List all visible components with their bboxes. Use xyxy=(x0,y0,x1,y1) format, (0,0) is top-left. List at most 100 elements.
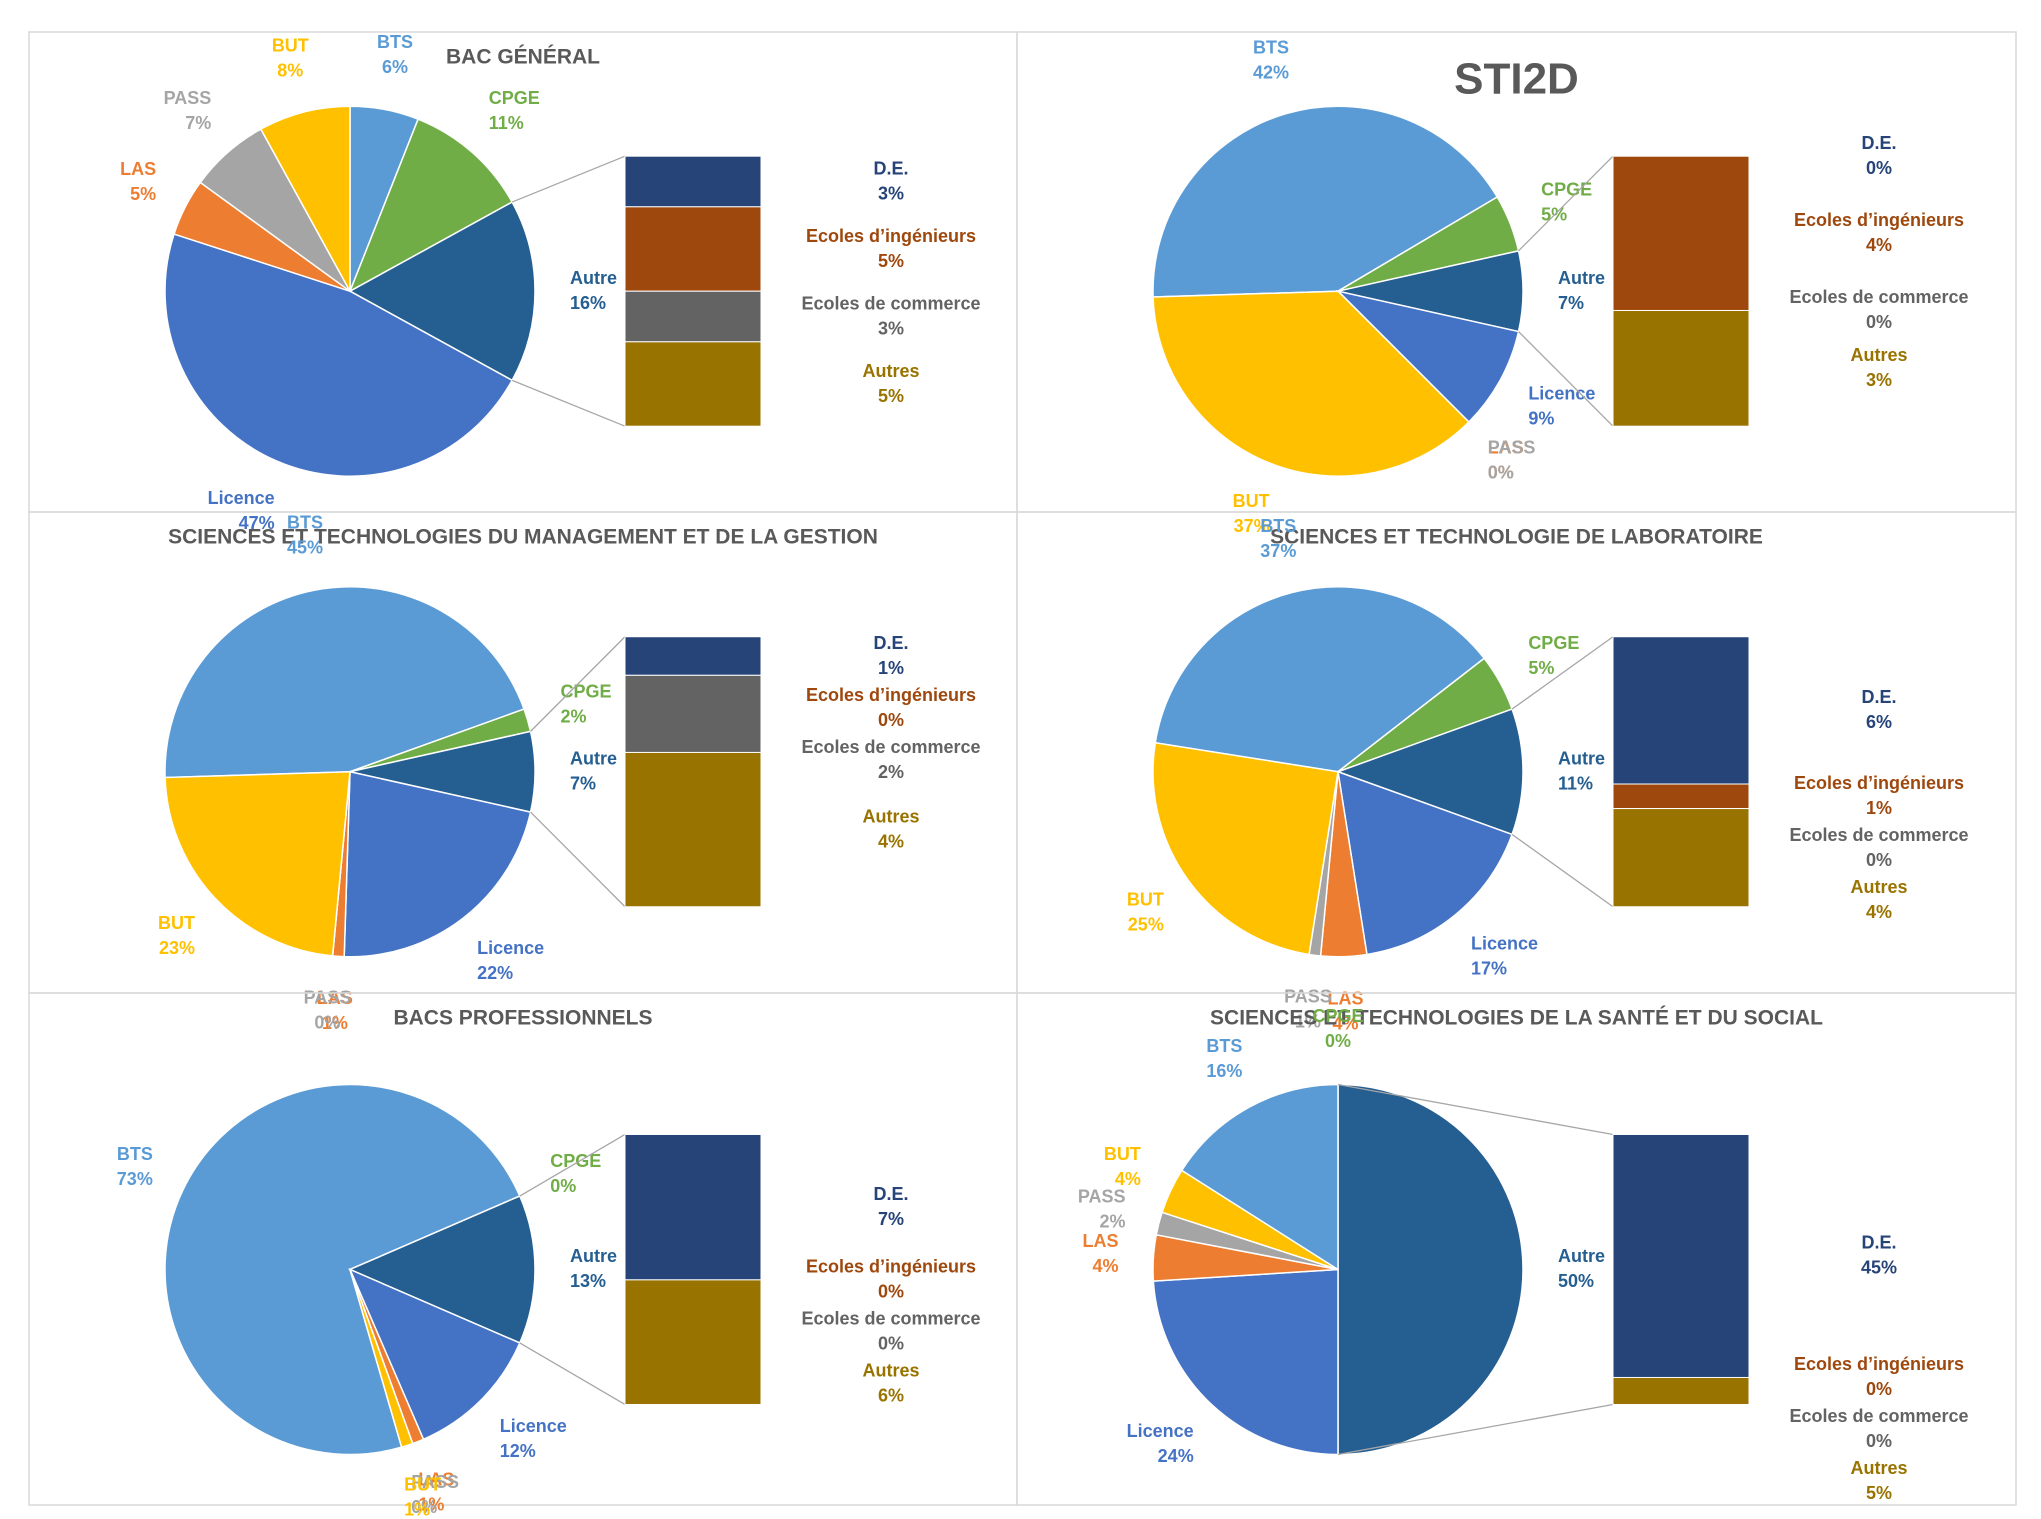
pie-slice xyxy=(1152,741,1339,956)
bar-segment xyxy=(624,1279,762,1405)
slice-label: CPGE xyxy=(1528,633,1579,653)
bar-label: Ecoles d’ingénieurs xyxy=(806,1257,976,1277)
slice-value-label: 6% xyxy=(382,57,408,77)
slice-value-label: 4% xyxy=(1333,1013,1359,1033)
slice-label: BTS xyxy=(377,32,413,52)
slice-value-label: 0% xyxy=(1325,1031,1351,1051)
bar-label: Ecoles d’ingénieurs xyxy=(1794,210,1964,230)
bar-label: Ecoles de commerce xyxy=(801,737,980,757)
bar-label: Ecoles de commerce xyxy=(801,1309,980,1329)
slice-value-label: 24% xyxy=(1158,1446,1194,1466)
connector-line xyxy=(1518,331,1614,427)
bar-label: Autres xyxy=(862,806,919,826)
pie-slice xyxy=(164,586,526,779)
pie-slice xyxy=(1152,290,1470,477)
bar-value-label: 0% xyxy=(1866,312,1892,332)
slice-label: BUT xyxy=(272,35,309,55)
bar-value-label: 0% xyxy=(1866,1379,1892,1399)
slice-value-label: 8% xyxy=(277,60,303,80)
slice-label: BUT xyxy=(1127,890,1164,910)
chart-panel: SCIENCES ET TECHNOLOGIES DU MANAGEMENT E… xyxy=(28,511,1018,1033)
slice-value-label: 5% xyxy=(1528,658,1554,678)
bar-label: Ecoles de commerce xyxy=(1789,1406,1968,1426)
slice-label: Autre xyxy=(570,268,617,288)
slice-label: Autre xyxy=(570,1246,617,1266)
slice-value-label: 7% xyxy=(185,113,211,133)
chart-panel: BACS PROFESSIONNELS BTS 73% CPGE 0% Autre 13% L… xyxy=(28,992,1018,1519)
slice-label: Licence xyxy=(477,938,544,958)
bar-label: Autres xyxy=(862,361,919,381)
bar-label: Autres xyxy=(862,1361,919,1381)
slice-label: Autre xyxy=(1558,748,1605,768)
bar-segment xyxy=(1612,636,1750,785)
connector-line xyxy=(511,379,626,427)
slice-label: BTS xyxy=(1206,1036,1242,1056)
bar-segment xyxy=(1612,783,1750,810)
bar-value-label: 5% xyxy=(878,251,904,271)
bar-segment xyxy=(624,751,762,908)
slice-label: BTS xyxy=(1253,37,1289,57)
slice-label: PASS xyxy=(1488,438,1536,458)
connector-line xyxy=(1337,1403,1614,1456)
bar-value-label: 2% xyxy=(878,762,904,782)
slice-value-label: 7% xyxy=(1558,293,1584,313)
bar-label: D.E. xyxy=(1861,133,1896,153)
slice-value-label: 37% xyxy=(1234,516,1270,536)
bar-value-label: 5% xyxy=(1866,1483,1892,1503)
pie-slice xyxy=(164,1083,521,1456)
bar-segment xyxy=(624,674,762,753)
slice-value-label: 0% xyxy=(411,1497,437,1517)
chart-title: STI2D xyxy=(1454,55,1579,104)
connector-line xyxy=(1337,1083,1614,1136)
bar-value-label: 6% xyxy=(878,1386,904,1406)
bar-label: D.E. xyxy=(873,633,908,653)
slice-value-label: 22% xyxy=(477,963,513,983)
bar-segment xyxy=(1612,808,1750,908)
bar-value-label: 0% xyxy=(878,1282,904,1302)
chart-panel: BAC GÉNÉRAL BTS 6% CPGE 11% Autre 16% Licence 47… xyxy=(28,31,1018,533)
slice-label: BUT xyxy=(158,913,195,933)
chart-title: SCIENCES ET TECHNOLOGIES DE LA SANTÉ ET … xyxy=(1210,1007,1823,1030)
bar-label: Autres xyxy=(1850,877,1907,897)
bar-segment xyxy=(1612,309,1750,427)
bar-label: Autres xyxy=(1850,1458,1907,1478)
slice-label: BTS xyxy=(287,513,323,533)
chart-title: SCIENCES ET TECHNOLOGIE DE LABORATOIRE xyxy=(1270,526,1763,549)
pie-slice xyxy=(1335,708,1524,836)
bar-segment xyxy=(624,341,762,427)
slice-value-label: 11% xyxy=(1558,773,1593,793)
bar-value-label: 6% xyxy=(1866,712,1892,732)
pie-slice xyxy=(1152,105,1499,298)
bar-segment xyxy=(1612,1376,1750,1405)
slice-value-label: 13% xyxy=(570,1271,606,1291)
slice-value-label: 5% xyxy=(130,184,156,204)
bar-segment xyxy=(624,1133,762,1281)
pie-slice xyxy=(1337,1083,1524,1456)
slice-value-label: 16% xyxy=(1206,1061,1242,1081)
bar-label: Ecoles d’ingénieurs xyxy=(1794,773,1964,793)
slice-value-label: 16% xyxy=(570,293,606,313)
slice-label: BUT xyxy=(404,1474,441,1494)
bar-value-label: 0% xyxy=(1866,1431,1892,1451)
slice-label: Licence xyxy=(1127,1421,1194,1441)
slice-value-label: 47% xyxy=(239,513,275,533)
bar-label: Ecoles de commerce xyxy=(1789,287,1968,307)
bar-label: D.E. xyxy=(873,1184,908,1204)
bar-value-label: 45% xyxy=(1861,1258,1897,1278)
slice-value-label: 9% xyxy=(1528,409,1554,429)
slice-value-label: 0% xyxy=(1488,463,1514,483)
connector-line xyxy=(1518,155,1614,252)
bar-value-label: 5% xyxy=(878,386,904,406)
slice-value-label: 4% xyxy=(1115,1169,1141,1189)
slice-value-label: 45% xyxy=(287,538,323,558)
slice-label: CPGE xyxy=(489,88,540,108)
bar-value-label: 4% xyxy=(1866,235,1892,255)
bar-label: Ecoles d’ingénieurs xyxy=(1794,1354,1964,1374)
slice-value-label: 7% xyxy=(570,773,596,793)
chart-title: BACS PROFESSIONNELS xyxy=(393,1007,652,1030)
connector-line xyxy=(519,1133,626,1197)
bar-label: Ecoles de commerce xyxy=(1789,825,1968,845)
pie-slice xyxy=(1154,585,1486,773)
slice-label: PASS xyxy=(1284,987,1332,1007)
panel-border xyxy=(1016,992,2017,1506)
